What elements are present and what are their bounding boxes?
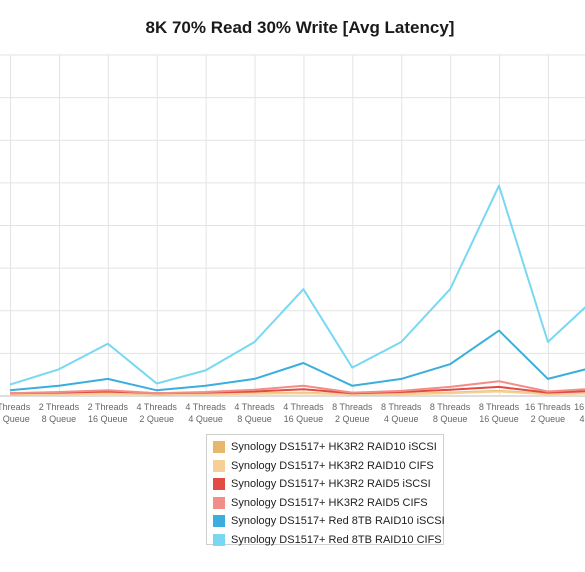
x-tick-label: 8 Threads: [381, 402, 422, 412]
legend-item[interactable]: Synology DS1517+ Red 8TB RAID10 iSCSI: [213, 512, 445, 531]
x-tick-label: 4 Threads: [283, 402, 324, 412]
x-tick-label: 16 Queue: [88, 414, 128, 424]
legend-label: Synology DS1517+ Red 8TB RAID10 iSCSI: [231, 515, 445, 528]
legend-label: Synology DS1517+ Red 8TB RAID10 CIFS: [231, 533, 442, 546]
x-tick-label: 2 Threads: [88, 402, 129, 412]
legend-swatch: [213, 441, 225, 454]
x-tick-labels: 1 Threads 16 Queue 2 Threads 8 Queue 2 Threa…: [0, 402, 585, 424]
legend-swatch: [213, 496, 225, 509]
x-tick-label: 8 Queue: [237, 414, 272, 424]
x-tick-label: 2 Queue: [531, 414, 566, 424]
legend-item[interactable]: Synology DS1517+ HK3R2 RAID5 iSCSI: [213, 475, 443, 494]
legend-label: Synology DS1517+ HK3R2 RAID5 CIFS: [231, 496, 428, 509]
x-tick-label: 8 Threads: [430, 402, 471, 412]
x-tick-label: 8 Queue: [42, 414, 77, 424]
x-tick-label: 16 Queue: [284, 414, 324, 424]
x-tick-label: 4 Threads: [137, 402, 178, 412]
legend-label: Synology DS1517+ HK3R2 RAID5 iSCSI: [231, 478, 431, 491]
x-tick-label: 16 Queue: [0, 414, 30, 424]
legend-label: Synology DS1517+ HK3R2 RAID10 CIFS: [231, 459, 434, 472]
legend-label: Synology DS1517+ HK3R2 RAID10 iSCSI: [231, 441, 437, 454]
x-tick-label: 16 Threads: [574, 402, 585, 412]
legend-swatch: [213, 459, 225, 472]
x-tick-label: 4 Threads: [234, 402, 275, 412]
x-tick-label: 16 Threads: [525, 402, 571, 412]
x-tick-label: 4 Threads: [185, 402, 226, 412]
chart-title: 8K 70% Read 30% Write [Avg Latency]: [145, 18, 455, 37]
legend-swatch: [213, 533, 225, 546]
series-lines: [9, 184, 585, 396]
legend-item[interactable]: Synology DS1517+ HK3R2 RAID5 CIFS: [213, 494, 443, 513]
grid-lines: [0, 54, 585, 397]
x-tick-label: 4 Queue: [188, 414, 223, 424]
x-tick-label: 4 Queue: [580, 414, 585, 424]
x-tick-label: 2 Threads: [39, 402, 80, 412]
x-tick-label: 8 Threads: [479, 402, 520, 412]
x-tick-label: 8 Threads: [332, 402, 373, 412]
latency-chart: 1 Threads 16 Queue 2 Threads 8 Queue 2 Threa…: [0, 54, 585, 424]
series-line-6: [9, 184, 585, 386]
x-tick-label: 2 Queue: [139, 414, 174, 424]
x-tick-label: 1 Threads: [0, 402, 31, 412]
legend-swatch: [213, 478, 225, 491]
x-tick-label: 8 Queue: [433, 414, 468, 424]
x-tick-label: 2 Queue: [335, 414, 370, 424]
legend-item[interactable]: Synology DS1517+ HK3R2 RAID10 iSCSI: [213, 438, 443, 457]
x-tick-label: 16 Queue: [479, 414, 519, 424]
legend-item[interactable]: Synology DS1517+ Red 8TB RAID10 CIFS: [213, 531, 443, 550]
legend: Synology DS1517+ HK3R2 RAID10 iSCSI Synol…: [206, 434, 445, 546]
x-tick-label: 4 Queue: [384, 414, 419, 424]
legend-swatch: [213, 515, 225, 528]
legend-item[interactable]: Synology DS1517+ HK3R2 RAID10 CIFS: [213, 457, 443, 476]
